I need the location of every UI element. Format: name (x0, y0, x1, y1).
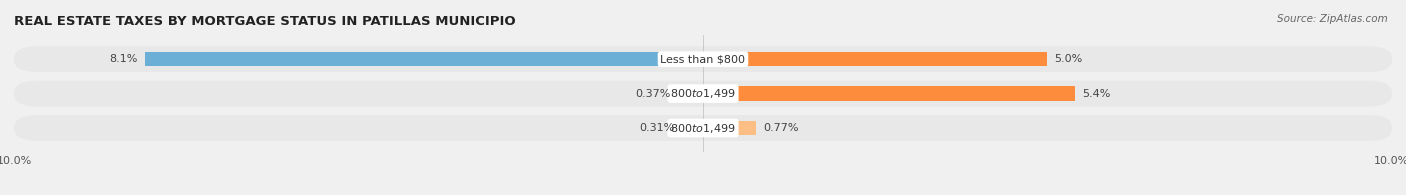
Text: $800 to $1,499: $800 to $1,499 (671, 121, 735, 135)
FancyBboxPatch shape (14, 46, 1392, 72)
Text: REAL ESTATE TAXES BY MORTGAGE STATUS IN PATILLAS MUNICIPIO: REAL ESTATE TAXES BY MORTGAGE STATUS IN … (14, 15, 516, 28)
Text: Less than $800: Less than $800 (661, 54, 745, 64)
Text: 5.0%: 5.0% (1054, 54, 1083, 64)
Text: 8.1%: 8.1% (110, 54, 138, 64)
Text: 0.31%: 0.31% (640, 123, 675, 133)
Bar (682, 121, 703, 135)
Bar (145, 52, 703, 66)
Text: 0.37%: 0.37% (636, 89, 671, 99)
Bar (703, 121, 756, 135)
Text: 5.4%: 5.4% (1083, 89, 1111, 99)
FancyBboxPatch shape (14, 115, 1392, 141)
FancyBboxPatch shape (14, 81, 1392, 106)
Bar (703, 52, 1047, 66)
Text: 0.77%: 0.77% (763, 123, 799, 133)
Bar (703, 86, 1076, 101)
Text: Source: ZipAtlas.com: Source: ZipAtlas.com (1277, 14, 1388, 24)
Legend: Without Mortgage, With Mortgage: Without Mortgage, With Mortgage (586, 191, 820, 195)
Text: $800 to $1,499: $800 to $1,499 (671, 87, 735, 100)
Bar (678, 86, 703, 101)
